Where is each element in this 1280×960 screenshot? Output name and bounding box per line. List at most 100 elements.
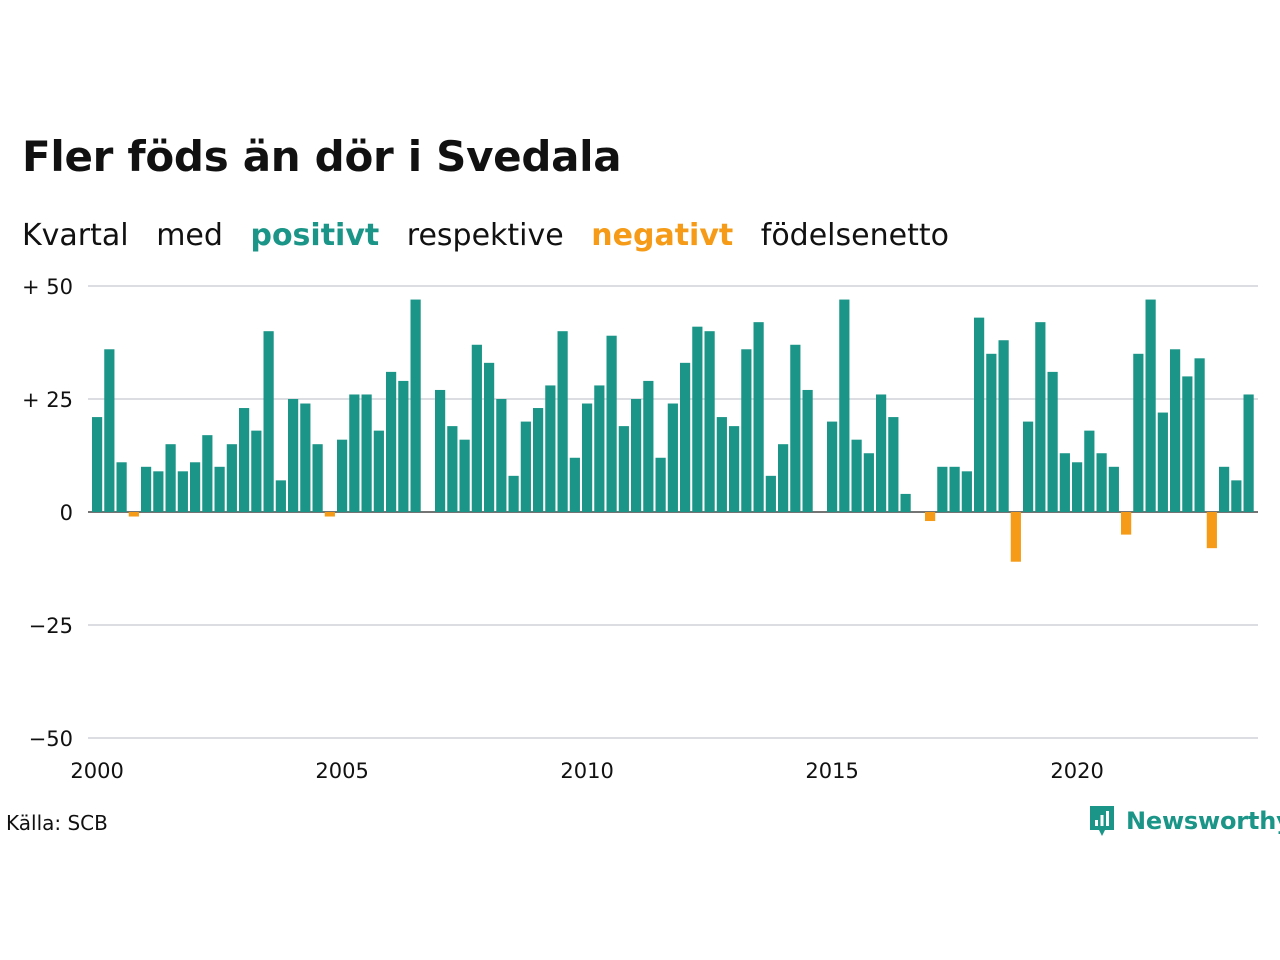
bar [569,457,580,512]
bar [741,349,752,512]
newsworthy-logo-icon [1090,806,1114,836]
bar [1157,412,1168,512]
bar [447,426,458,512]
bar [582,403,593,512]
bar [1121,512,1132,535]
bar [1243,394,1254,512]
subtitle-word: Kvartal [22,218,129,253]
bar [618,426,629,512]
bar [337,439,348,512]
bar [263,331,274,512]
x-tick-label: 2020 [1050,759,1103,783]
bar [1170,349,1181,512]
bar [361,394,372,512]
bar [533,408,544,512]
bar [986,353,997,512]
bar [1206,512,1217,549]
y-tick-label: + 25 [22,388,73,412]
subtitle-negative-label: negativt [591,218,734,253]
bar [631,399,642,512]
subtitle-word: med [156,218,223,253]
bar [190,462,201,512]
bar [863,453,874,512]
bar [802,389,813,512]
bar [704,331,715,512]
bar [778,444,789,512]
bar [104,349,115,512]
bar [1023,421,1034,512]
bar [876,394,887,512]
subtitle-word: födelsenetto [760,218,949,253]
bar [239,408,250,512]
bar [398,380,409,512]
bar [888,417,899,512]
chart-title: Fler föds än dör i Svedala [22,132,622,181]
bar [1145,299,1156,512]
bar [961,471,972,512]
bar [606,335,617,512]
bar [900,493,911,512]
bar [974,317,985,512]
bar [1133,353,1144,512]
bar [202,435,213,512]
x-tick-label: 2000 [70,759,123,783]
bar [288,399,299,512]
source-note: Källa: SCB [6,811,108,835]
bar [520,421,531,512]
bar [496,399,507,512]
y-tick-label: 0 [60,501,73,525]
x-tick-label: 2015 [805,759,858,783]
bar [998,340,1009,512]
bar [851,439,862,512]
bar [827,421,838,512]
bar [386,371,397,512]
bar [116,462,127,512]
bar [790,344,801,512]
bar [177,471,188,512]
bar [729,426,740,512]
bar [594,385,605,512]
bar [373,430,384,512]
bar [680,362,691,512]
bar [1182,376,1193,512]
bar [1084,430,1095,512]
bar [459,439,470,512]
bar [1108,466,1119,512]
bar [716,417,727,512]
bar [484,362,495,512]
bar [251,430,262,512]
chart-subtitle: Kvartal med positivt respektive negativt… [22,218,967,253]
bar [165,444,176,512]
bar [275,480,286,512]
bar [692,326,703,512]
x-tick-label: 2010 [560,759,613,783]
y-tick-label: −50 [29,727,73,751]
bar [925,512,936,522]
bar [937,466,948,512]
subtitle-positive-label: positivt [250,218,380,253]
bar [1096,453,1107,512]
bar [324,512,335,517]
bar [471,344,482,512]
bar [1035,322,1046,512]
bar [312,444,323,512]
bar [92,417,103,512]
bar-chart: + 50 + 25 0 −25 −50 2000 2005 2010 2015 2020 [22,275,1258,783]
bar [949,466,960,512]
bar [765,475,776,512]
bar [1231,480,1242,512]
bar [1219,466,1230,512]
bar [226,444,237,512]
bar [1194,358,1205,512]
bar [545,385,556,512]
bar [839,299,850,512]
bar [557,331,568,512]
brand-logo: Newsworthy [1088,804,1280,838]
bar [410,299,421,512]
bar [141,466,152,512]
y-tick-label: + 50 [22,275,73,299]
bar [128,512,139,517]
bar [655,457,666,512]
bar [153,471,164,512]
bar [349,394,360,512]
